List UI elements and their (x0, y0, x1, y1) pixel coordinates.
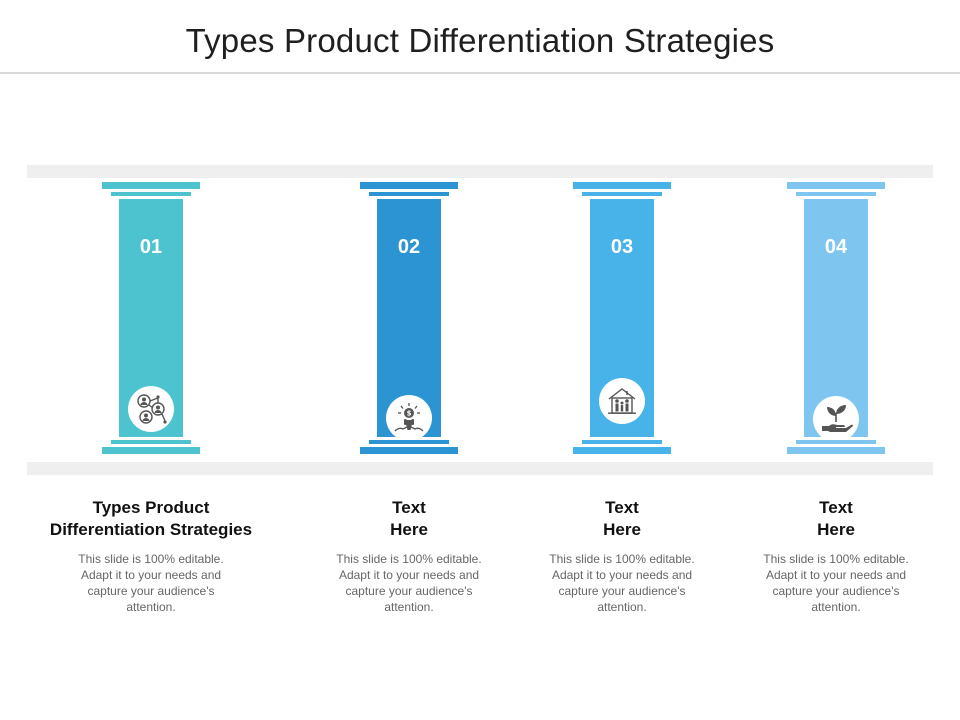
title-divider (0, 72, 960, 74)
caption-02: Text Here This slide is 100% editable. A… (289, 497, 529, 615)
pillar-capital-inner (369, 192, 449, 196)
pillar-base (102, 447, 200, 454)
top-band (27, 165, 933, 178)
pillar-capital-inner (111, 192, 191, 196)
caption-heading-line1: Text (819, 498, 853, 517)
caption-body: This slide is 100% editable. Adapt it to… (78, 552, 224, 614)
svg-text:$: $ (407, 410, 412, 418)
caption-heading-line2: Here (603, 520, 641, 539)
caption-heading: Text Here (716, 497, 956, 541)
pillar-base-inner (111, 440, 191, 444)
caption-heading-line1: Types Product (92, 498, 210, 517)
idea-hand-coin-icon: $ (386, 395, 432, 441)
pillar-capital-inner (796, 192, 876, 196)
pillar-base-inner (582, 440, 662, 444)
pillar-04: 04 (787, 182, 885, 454)
pillar-capital-inner (582, 192, 662, 196)
house-family-icon (599, 378, 645, 424)
pillar-base-inner (796, 440, 876, 444)
caption-heading: Types Product Differentiation Strategies (31, 497, 271, 541)
caption-heading-line1: Text (392, 498, 426, 517)
pillar-capital-top (573, 182, 671, 189)
pillar-number: 03 (610, 236, 634, 258)
pillar-01: 01 (102, 182, 200, 454)
caption-heading: Text Here (502, 497, 742, 541)
pillar-base (787, 447, 885, 454)
pillar-base-inner (369, 440, 449, 444)
pillar-shaft: 02 $ (377, 199, 441, 441)
caption-heading-line2: Here (390, 520, 428, 539)
caption-heading-line2: Differentiation Strategies (49, 520, 253, 539)
pillar-capital-top (787, 182, 885, 189)
caption-03: Text Here This slide is 100% editable. A… (502, 497, 742, 615)
caption-01: Types Product Differentiation Strategies… (31, 497, 271, 615)
pillar-number: 04 (824, 236, 848, 258)
pillar-shaft: 03 (590, 199, 654, 437)
hand-plant-icon (813, 396, 859, 442)
pillar-shaft: 04 (804, 199, 868, 442)
pillar-shaft: 01 (119, 199, 183, 437)
caption-body: This slide is 100% editable. Adapt it to… (763, 552, 909, 614)
pillar-base (573, 447, 671, 454)
network-people-icon (128, 386, 174, 432)
page-title: Types Product Differentiation Strategies (185, 22, 775, 59)
pillar-02: 02 $ (360, 182, 458, 454)
caption-heading-line1: Text (605, 498, 639, 517)
caption-body: This slide is 100% editable. Adapt it to… (549, 552, 695, 614)
pillar-base (360, 447, 458, 454)
pillar-number: 01 (139, 236, 163, 258)
pillar-03: 03 (573, 182, 671, 454)
caption-04: Text Here This slide is 100% editable. A… (716, 497, 956, 615)
pillar-capital-top (102, 182, 200, 189)
bottom-band (27, 462, 933, 475)
caption-body: This slide is 100% editable. Adapt it to… (336, 552, 482, 614)
pillar-capital-top (360, 182, 458, 189)
pillar-number: 02 (397, 236, 421, 258)
caption-heading: Text Here (289, 497, 529, 541)
caption-heading-line2: Here (817, 520, 855, 539)
